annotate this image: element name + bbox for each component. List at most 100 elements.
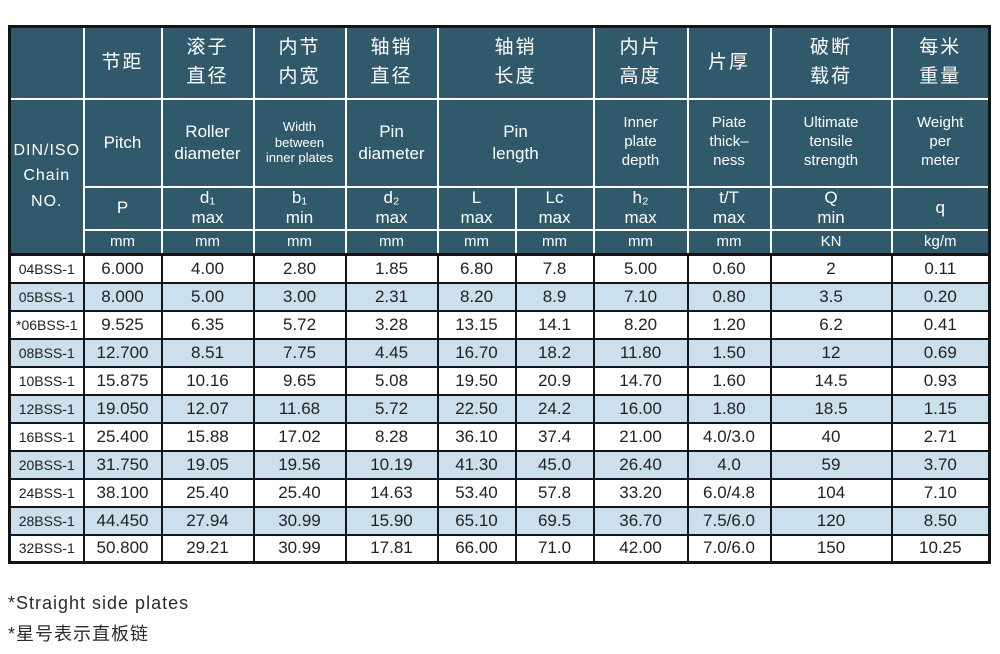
table-cell: 0.20 bbox=[890, 281, 991, 312]
chain-no-cell: *06BSS-1 bbox=[8, 309, 85, 340]
unit-cell: mm bbox=[436, 228, 517, 256]
table-cell: 44.450 bbox=[82, 505, 163, 536]
table-cell: 6.35 bbox=[160, 309, 255, 340]
table-cell: 1.15 bbox=[890, 393, 991, 424]
symbol-cell-p: P bbox=[82, 185, 163, 231]
table-cell: 69.5 bbox=[514, 505, 595, 536]
header-cell-chain-no: DIN/ISO Chain NO. bbox=[8, 97, 85, 256]
table-cell: 2.31 bbox=[344, 281, 439, 312]
header-cell-roller-diameter: Roller diameter bbox=[160, 97, 255, 188]
table-cell: 50.800 bbox=[82, 533, 163, 564]
table-cell: 2 bbox=[769, 253, 893, 284]
table-cell: 12 bbox=[769, 337, 893, 368]
unit-cell: mm bbox=[592, 228, 689, 256]
table-cell: 15.875 bbox=[82, 365, 163, 396]
table-cell: 36.70 bbox=[592, 505, 689, 536]
table-cell: 16.00 bbox=[592, 393, 689, 424]
header-row-units: mm mm mm mm mm mm mm mm KN kg/m bbox=[10, 228, 991, 256]
unit-cell: mm bbox=[160, 228, 255, 256]
header-row-english: DIN/ISO Chain NO. Pitch Roller diameter … bbox=[8, 97, 991, 256]
spec-table: 节距 滚子 直径 内节 内宽 轴销 直径 轴销 长度 内片 高度 片厚 破断 载… bbox=[8, 25, 992, 564]
unit-cell: mm bbox=[686, 228, 772, 256]
table-row: 32BSS-1 50.800 29.21 30.99 17.81 66.00 71.0 42.… bbox=[8, 533, 991, 564]
header-cell-pin-length-cn: 轴销 长度 bbox=[436, 25, 595, 100]
table-cell: 8.51 bbox=[160, 337, 255, 368]
header-cell-tensile-strength: Ultimate tensile strength bbox=[769, 97, 893, 188]
symbol-cell-q-min: Q min bbox=[769, 185, 893, 231]
header-cell-pitch: Pitch bbox=[82, 97, 163, 188]
table-cell: 0.69 bbox=[890, 337, 991, 368]
table-cell: 16.70 bbox=[436, 337, 517, 368]
unit-cell-kgm: kg/m bbox=[890, 228, 991, 256]
table-row: 04BSS-1 6.000 4.00 2.80 1.85 6.80 7.8 5.00 0.60 2… bbox=[8, 253, 991, 284]
table-cell: 11.68 bbox=[252, 393, 347, 424]
table-cell: 6.2 bbox=[769, 309, 893, 340]
table-cell: 10.25 bbox=[890, 533, 991, 564]
table-row: 08BSS-1 12.700 8.51 7.75 4.45 16.70 18.2 11.80 1… bbox=[8, 337, 991, 368]
symbol-cell-lc-max: Lc max bbox=[514, 185, 595, 231]
table-cell: 7.8 bbox=[514, 253, 595, 284]
table-cell: 24.2 bbox=[514, 393, 595, 424]
symbol-cell-q: q bbox=[890, 185, 991, 231]
unit-cell: mm bbox=[82, 228, 163, 256]
table-cell: 12.700 bbox=[82, 337, 163, 368]
table-cell: 3.00 bbox=[252, 281, 347, 312]
table-cell: 10.16 bbox=[160, 365, 255, 396]
table-cell: 71.0 bbox=[514, 533, 595, 564]
table-row: 10BSS-1 15.875 10.16 9.65 5.08 19.50 20.9 14.70… bbox=[8, 365, 991, 396]
symbol-cell-b1-min: b₁ min bbox=[252, 185, 347, 231]
table-cell: 13.15 bbox=[436, 309, 517, 340]
table-cell: 1.20 bbox=[686, 309, 772, 340]
table-cell: 8.20 bbox=[436, 281, 517, 312]
symbol-cell-d2-max: d₂ max bbox=[344, 185, 439, 231]
table-cell: 120 bbox=[769, 505, 893, 536]
table-cell: 14.5 bbox=[769, 365, 893, 396]
table-cell: 7.10 bbox=[890, 477, 991, 508]
chain-no-cell: 12BSS-1 bbox=[8, 393, 85, 424]
table-cell: 8.28 bbox=[344, 421, 439, 452]
table-cell: 4.0 bbox=[686, 449, 772, 480]
table-cell: 19.56 bbox=[252, 449, 347, 480]
table-row: 16BSS-1 25.400 15.88 17.02 8.28 36.10 37.4 21.0… bbox=[8, 421, 991, 452]
table-cell: 9.65 bbox=[252, 365, 347, 396]
table-cell: 20.9 bbox=[514, 365, 595, 396]
header-cell-pitch-cn: 节距 bbox=[82, 25, 163, 100]
table-cell: 5.08 bbox=[344, 365, 439, 396]
header-cell-weight-cn: 每米 重量 bbox=[890, 25, 991, 100]
header-cell-plate-thickness-cn: 片厚 bbox=[686, 25, 772, 100]
header-row-symbols: P d₁ max b₁ min d₂ max L max Lc max h₂ m… bbox=[10, 185, 991, 231]
table-cell: 0.80 bbox=[686, 281, 772, 312]
table-cell: 14.70 bbox=[592, 365, 689, 396]
table-cell: 104 bbox=[769, 477, 893, 508]
table-cell: 42.00 bbox=[592, 533, 689, 564]
table-cell: 27.94 bbox=[160, 505, 255, 536]
table-cell: 65.10 bbox=[436, 505, 517, 536]
table-cell: 0.93 bbox=[890, 365, 991, 396]
table-row: 28BSS-1 44.450 27.94 30.99 15.90 65.10 69.5 36.… bbox=[8, 505, 991, 536]
table-cell: 26.40 bbox=[592, 449, 689, 480]
table-cell: 12.07 bbox=[160, 393, 255, 424]
chain-no-cell: 24BSS-1 bbox=[8, 477, 85, 508]
table-cell: 1.50 bbox=[686, 337, 772, 368]
table-cell: 31.750 bbox=[82, 449, 163, 480]
header-cell-pin-diameter: Pin diameter bbox=[344, 97, 439, 188]
table-cell: 7.5/6.0 bbox=[686, 505, 772, 536]
table-cell: 1.85 bbox=[344, 253, 439, 284]
table-cell: 41.30 bbox=[436, 449, 517, 480]
table-cell: 7.0/6.0 bbox=[686, 533, 772, 564]
table-cell: 1.60 bbox=[686, 365, 772, 396]
table-cell: 5.00 bbox=[592, 253, 689, 284]
table-cell: 37.4 bbox=[514, 421, 595, 452]
table-cell: 5.72 bbox=[344, 393, 439, 424]
header-cell-plate-depth-cn: 内片 高度 bbox=[592, 25, 689, 100]
table-cell: 4.00 bbox=[160, 253, 255, 284]
table-row: 05BSS-1 8.000 5.00 3.00 2.31 8.20 8.9 7.10 0.80 3… bbox=[8, 281, 991, 312]
symbol-cell-l-max: L max bbox=[436, 185, 517, 231]
footnotes: *Straight side plates *星号表示直板链 bbox=[8, 588, 189, 650]
table-row: 24BSS-1 38.100 25.40 25.40 14.63 53.40 57.8 33.… bbox=[8, 477, 991, 508]
header-cell-pin-length: Pin length bbox=[436, 97, 595, 188]
chain-no-cell: 20BSS-1 bbox=[8, 449, 85, 480]
table-cell: 3.28 bbox=[344, 309, 439, 340]
table-cell: 18.5 bbox=[769, 393, 893, 424]
